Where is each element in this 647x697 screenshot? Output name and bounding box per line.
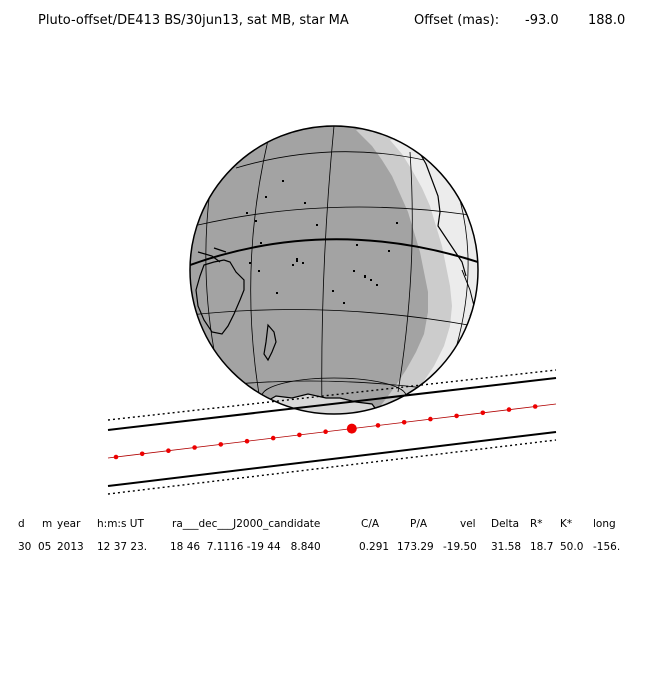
col-kstar-header: K* [560, 518, 573, 530]
south-limit [107, 431, 557, 487]
pa-value: 173.29 [397, 541, 434, 553]
col-ca-header: C/A [361, 518, 380, 530]
offset-y-value: 188.0 [588, 13, 626, 28]
year-value: 2013 [57, 541, 84, 553]
americas-coastline [405, 131, 467, 277]
kstar-value: 50.0 [560, 541, 584, 553]
offset-x-value: -93.0 [525, 13, 559, 28]
track-point [532, 404, 538, 409]
track-point [375, 423, 381, 428]
rstar-value: 18.7 [530, 541, 554, 553]
col-radec-header: ra___dec___J2000_candidate [172, 518, 321, 530]
vel-value: -19.50 [443, 541, 477, 553]
parallel-grid [190, 151, 475, 391]
plot-title: Pluto-offset/DE413 BS/30jun13, sat MB, s… [0, 13, 647, 33]
meridian-grid [205, 126, 469, 414]
col-time-header: h:m:s UT [97, 518, 144, 530]
col-pa-header: P/A [410, 518, 428, 530]
col-vel-header: vel [460, 518, 476, 530]
track-point [297, 432, 302, 438]
event-label: Pluto-offset/DE413 BS/30jun13, sat MB, s… [38, 13, 349, 28]
track-point [166, 448, 171, 454]
col-year-header: year [57, 518, 81, 530]
radec-value: 18 46 7.1116 -19 44 8.840 [170, 541, 321, 553]
new-zealand-coastline [263, 323, 277, 362]
equator-line [190, 238, 478, 266]
col-long-header: long [593, 518, 616, 530]
track-point [244, 438, 250, 444]
australia-coastline [195, 259, 245, 335]
disk-limb [189, 125, 479, 415]
delta-value: 31.58 [491, 541, 522, 553]
track-point [506, 407, 512, 412]
track-point [323, 429, 328, 435]
day-value: 30 [18, 541, 32, 553]
track-point [480, 410, 486, 416]
south-limit-dotted [107, 439, 557, 495]
closest-approach-point [346, 423, 357, 434]
track-point [454, 413, 459, 419]
col-rstar-header: R* [530, 518, 543, 530]
track-point [401, 420, 407, 425]
track-point [139, 451, 145, 457]
col-month-header: m [42, 518, 53, 530]
table-value-row: 30 05 2013 12 37 23. 18 46 7.1116 -19 44… [0, 541, 647, 557]
north-limit [107, 377, 557, 431]
col-delta-header: Delta [491, 518, 520, 530]
islands-coastline [197, 247, 227, 263]
long-value: -156. [593, 541, 621, 553]
track-point [192, 445, 197, 450]
track-point [218, 442, 224, 447]
track-point [428, 416, 433, 422]
occultation-map [107, 125, 557, 495]
north-limit-dotted [107, 369, 557, 421]
track-point [113, 454, 119, 460]
time-value: 12 37 23. [97, 541, 148, 553]
ca-value: 0.291 [359, 541, 390, 553]
col-day-header: d [18, 518, 25, 530]
track-point [270, 435, 276, 441]
offset-label: Offset (mas): [414, 13, 500, 28]
month-value: 05 [38, 541, 52, 553]
pacific-islands [246, 180, 398, 304]
table-header-row: d m year h:m:s UT ra___dec___J2000_candi… [0, 518, 647, 534]
